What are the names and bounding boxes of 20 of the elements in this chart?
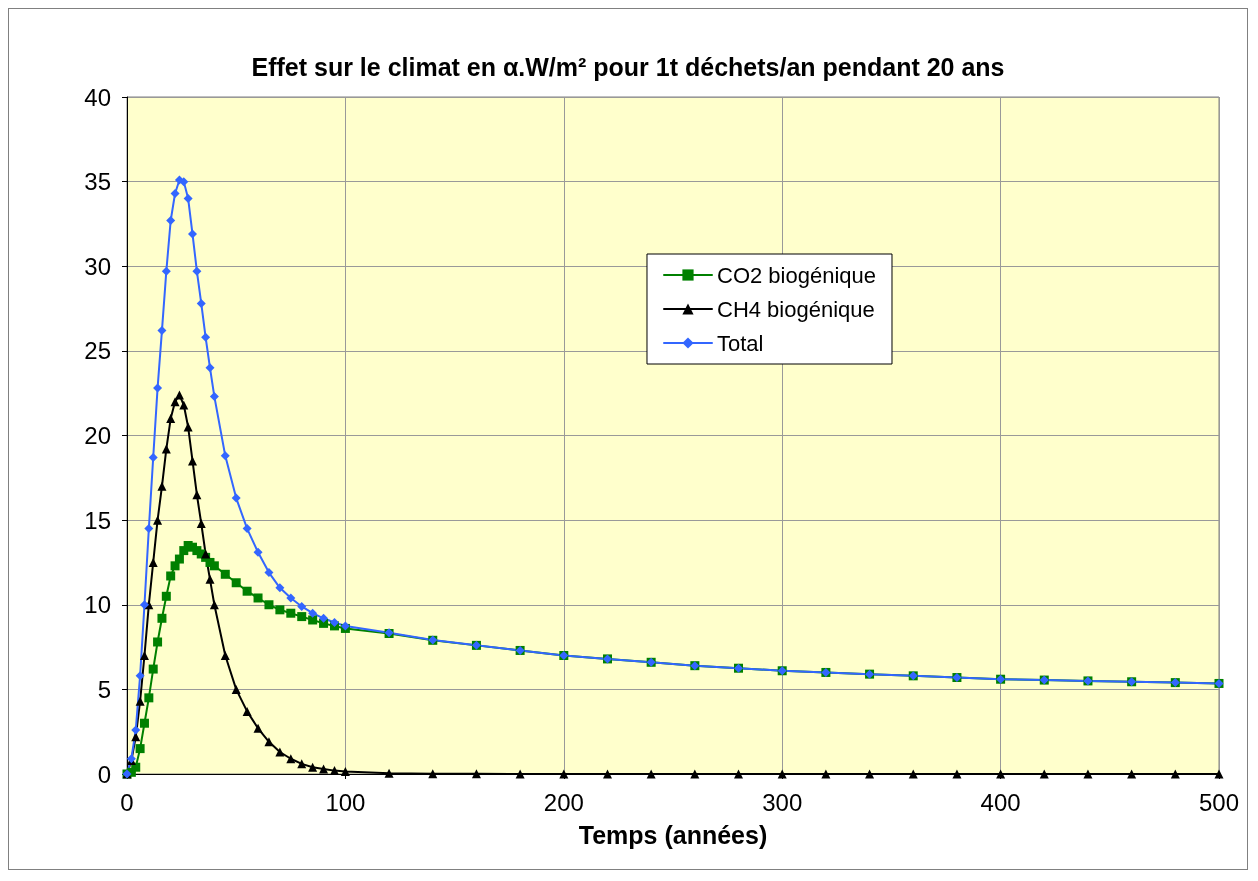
chart-title: Effet sur le climat en α.W/m² pour 1t déchets/an pendant 20 ans	[251, 52, 1005, 81]
legend-label: Total	[716, 330, 764, 356]
y-tick-label: 30	[84, 252, 111, 280]
x-tick-label: 400	[980, 788, 1021, 816]
y-tick-label: 15	[84, 506, 111, 534]
x-tick-label: 100	[325, 788, 366, 816]
x-tick-label: 300	[762, 788, 803, 816]
y-tick-label: 35	[84, 168, 111, 196]
y-tick-label: 25	[84, 337, 111, 365]
x-tick-label: 0	[120, 788, 134, 816]
y-tick-label: 5	[97, 675, 111, 703]
legend-label: CH4 biogénique	[716, 296, 875, 322]
x-tick-label: 500	[1198, 788, 1240, 816]
y-tick-label: 40	[84, 83, 111, 111]
y-tick-label: 20	[84, 422, 111, 449]
y-tick-label: 0	[97, 760, 111, 788]
legend-label: CO2 biogénique	[716, 262, 877, 288]
x-axis-title: Temps (années)	[578, 820, 768, 849]
y-tick-label: 10	[84, 591, 111, 619]
x-tick-label: 200	[543, 788, 584, 816]
